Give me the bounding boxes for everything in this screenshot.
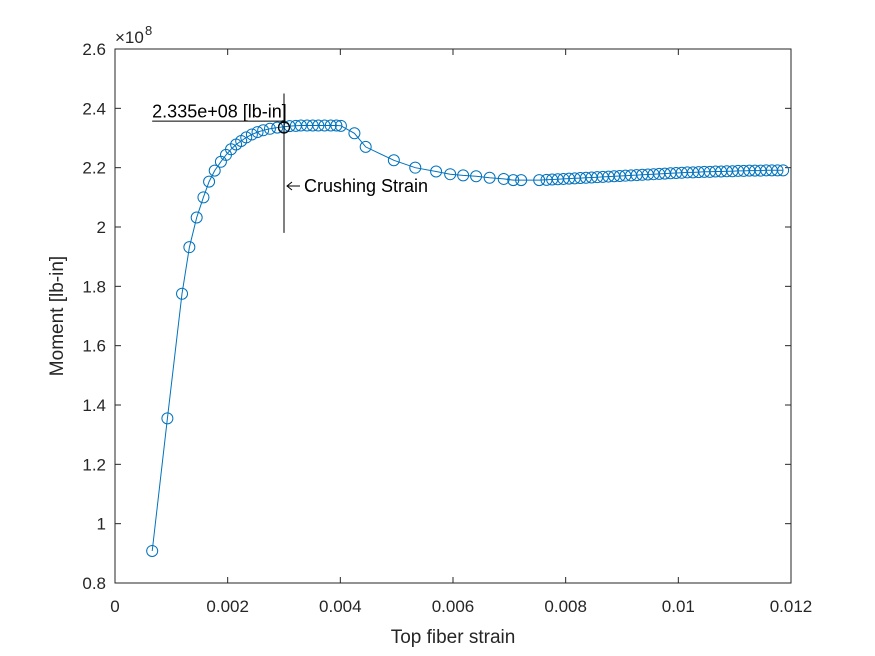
data-point-marker bbox=[176, 287, 189, 300]
x-tick-label: 0.008 bbox=[544, 597, 587, 616]
data-point-marker bbox=[470, 170, 483, 183]
data-point-marker bbox=[263, 122, 276, 135]
x-tick-label: 0.006 bbox=[432, 597, 475, 616]
annotation-layer: 2.335e+08 [lb-in] Crushing Strain bbox=[152, 93, 428, 233]
y-tick-label: 1.2 bbox=[82, 455, 106, 474]
data-point-marker bbox=[208, 164, 221, 177]
axes-box bbox=[114, 48, 792, 584]
x-tick-label: 0.004 bbox=[319, 597, 362, 616]
data-point-marker bbox=[324, 119, 337, 132]
y-tick-label: 2.4 bbox=[82, 99, 106, 118]
data-point-marker bbox=[146, 544, 159, 557]
data-point-marker bbox=[271, 121, 284, 134]
data-point-marker bbox=[771, 164, 784, 177]
data-point-marker bbox=[334, 119, 347, 132]
y-tick-label: 2 bbox=[97, 218, 106, 237]
data-point-marker bbox=[497, 172, 510, 185]
y-tick-label: 2.2 bbox=[82, 159, 106, 178]
data-point-marker bbox=[161, 412, 174, 425]
ticks-layer: 0 0.002 0.004 0.006 0.008 0.01 0.012 0.8 1 1.2 1.4… bbox=[82, 40, 812, 616]
data-point-marker bbox=[507, 174, 520, 187]
series-layer bbox=[146, 119, 790, 557]
data-point-marker bbox=[777, 164, 790, 177]
x-tick-label: 0.002 bbox=[206, 597, 249, 616]
data-point-marker bbox=[183, 241, 196, 254]
y-exponent-base: ×10 bbox=[115, 28, 144, 47]
x-axis-label: Top fiber strain bbox=[391, 627, 516, 648]
data-point-marker bbox=[444, 168, 457, 181]
data-point-marker bbox=[245, 128, 258, 141]
y-tick-label: 1.4 bbox=[82, 396, 106, 415]
peak-annotation-label: 2.335e+08 [lb-in] bbox=[152, 102, 287, 122]
data-point-marker bbox=[533, 174, 546, 187]
data-point-marker bbox=[197, 191, 210, 204]
data-point-marker bbox=[203, 175, 216, 188]
data-point-marker bbox=[515, 174, 528, 187]
data-point-marker bbox=[312, 119, 325, 132]
y-tick-label: 1.6 bbox=[82, 337, 106, 356]
x-tick-label: 0.01 bbox=[662, 597, 695, 616]
y-tick-label: 2.6 bbox=[82, 40, 106, 59]
plot-area bbox=[115, 49, 791, 583]
x-tick-label: 0 bbox=[110, 597, 119, 616]
crushing-strain-label: Crushing Strain bbox=[304, 176, 428, 196]
data-point-marker bbox=[409, 161, 422, 174]
data-point-marker bbox=[251, 126, 264, 139]
data-point-marker bbox=[330, 119, 343, 132]
data-point-marker bbox=[359, 140, 372, 153]
data-point-marker bbox=[430, 165, 443, 178]
data-point-marker bbox=[306, 119, 319, 132]
crushing-arrow-head bbox=[286, 181, 293, 191]
data-point-marker bbox=[190, 211, 203, 224]
data-point-marker bbox=[318, 119, 331, 132]
data-point-marker bbox=[257, 124, 270, 137]
data-point-marker bbox=[294, 119, 307, 132]
y-exponent: ×10 8 bbox=[115, 23, 152, 47]
y-axis-label: Moment [lb-in] bbox=[47, 256, 68, 376]
y-tick-label: 1 bbox=[97, 515, 106, 534]
data-point-marker bbox=[348, 127, 361, 140]
y-tick-label: 1.8 bbox=[82, 277, 106, 296]
y-exponent-power: 8 bbox=[145, 23, 152, 38]
data-point-marker bbox=[387, 154, 400, 167]
data-point-marker bbox=[240, 131, 253, 144]
data-point-marker bbox=[483, 171, 496, 184]
data-point-marker bbox=[457, 169, 470, 182]
y-tick-label: 0.8 bbox=[82, 574, 106, 593]
x-tick-label: 0.012 bbox=[770, 597, 813, 616]
